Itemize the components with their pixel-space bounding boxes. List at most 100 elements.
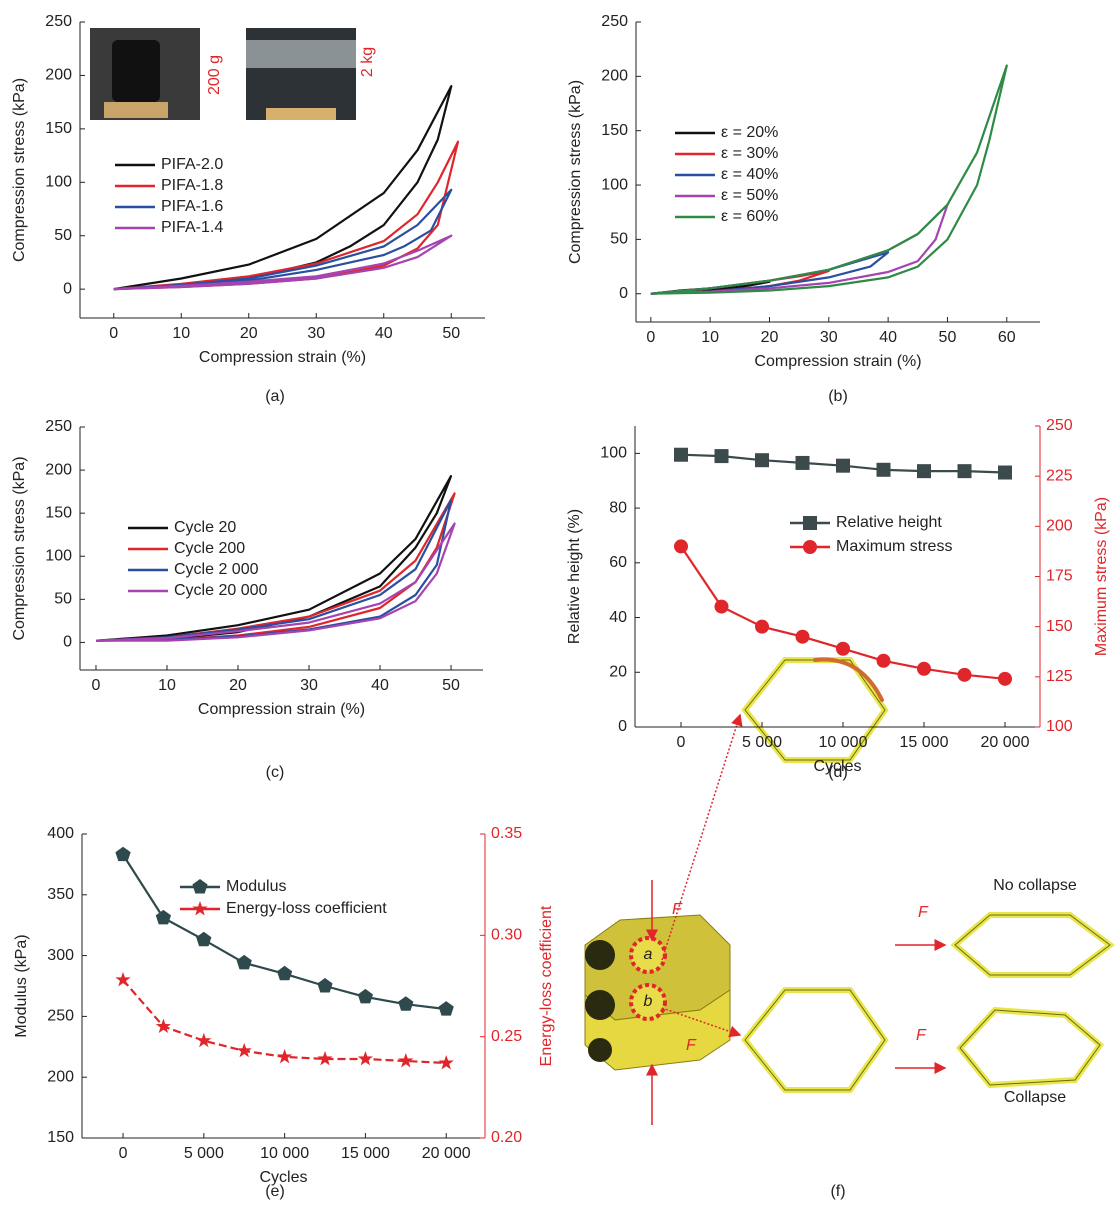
cell-label: b: [644, 993, 653, 1010]
marker: [237, 1043, 252, 1057]
inset-sample: [104, 102, 168, 118]
y-tick-label: 100: [45, 174, 72, 191]
y-tick-label: 60: [609, 554, 627, 571]
caption: (b): [828, 388, 848, 405]
x-tick-label: 20: [229, 677, 247, 694]
marker: [998, 466, 1012, 480]
marker: [755, 453, 769, 467]
y-tick-label: 80: [609, 499, 627, 516]
x-tick-label: 40: [375, 325, 393, 342]
x-tick-label: 20: [761, 329, 779, 346]
x-tick-label: 50: [442, 325, 460, 342]
legend-label: PIFA-1.6: [161, 198, 223, 215]
y-axis-label: Compression stress (kPa): [11, 78, 28, 262]
y-tick-label: 50: [54, 227, 72, 244]
y2-tick-label: 100: [1046, 718, 1073, 735]
x-axis-label: Compression strain (%): [754, 353, 921, 370]
x-tick-label: 0: [109, 325, 118, 342]
y2-tick-label: 200: [1046, 518, 1073, 535]
x-tick-label: 50: [939, 329, 957, 346]
caption: (d): [828, 764, 848, 781]
legend-label: ε = 50%: [721, 187, 778, 204]
y-axis-label: Relative height (%): [566, 509, 583, 644]
x-tick-label: 60: [998, 329, 1016, 346]
marker: [998, 672, 1012, 686]
marker: [192, 879, 207, 894]
marker: [358, 1051, 373, 1065]
marker: [358, 989, 373, 1004]
marker: [836, 642, 850, 656]
x-tick-label: 20 000: [422, 1145, 471, 1162]
inset-weight: [112, 40, 160, 102]
marker: [715, 600, 729, 614]
marker: [803, 516, 817, 530]
caption: (f): [830, 1183, 845, 1200]
y-tick-label: 100: [45, 547, 72, 564]
marker: [917, 464, 931, 478]
x-tick-label: 0: [646, 329, 655, 346]
marker: [115, 847, 130, 861]
y-tick-label: 0: [618, 718, 627, 735]
y-tick-label: 150: [47, 1129, 74, 1146]
legend-label: Modulus: [226, 878, 286, 895]
x-tick-label: 20: [240, 325, 258, 342]
marker: [958, 464, 972, 478]
caption: (a): [265, 388, 285, 405]
y-tick-label: 250: [45, 13, 72, 30]
figure: F F F F a b No collapse Collapse (f) 010…: [0, 0, 1115, 1221]
x-tick-label: 50: [442, 677, 460, 694]
marker: [237, 955, 252, 970]
y2-axis-label: Energy-loss coefficient: [538, 905, 555, 1066]
force-label: F: [686, 1037, 697, 1054]
y-tick-label: 0: [63, 280, 72, 297]
caption: (c): [266, 764, 285, 781]
y2-axis-label: Maximum stress (kPa): [1093, 497, 1110, 656]
x-tick-label: 0: [119, 1145, 128, 1162]
x-tick-label: 5 000: [742, 734, 782, 751]
y-tick-label: 200: [601, 68, 628, 85]
x-tick-label: 30: [300, 677, 318, 694]
x-tick-label: 40: [879, 329, 897, 346]
marker: [803, 540, 817, 554]
x-tick-label: 10: [158, 677, 176, 694]
legend-label: PIFA-1.4: [161, 219, 223, 236]
annotation: 200 g: [206, 55, 223, 95]
legend-label: PIFA-1.8: [161, 177, 223, 194]
legend-label: ε = 60%: [721, 208, 778, 225]
y2-tick-label: 150: [1046, 618, 1073, 635]
series-line: [651, 66, 1007, 294]
y-tick-label: 250: [601, 13, 628, 30]
x-tick-label: 0: [677, 734, 686, 751]
legend-label: Energy-loss coefficient: [226, 900, 387, 917]
marker: [398, 996, 413, 1011]
force-label: F: [918, 904, 929, 921]
legend-label: Relative height: [836, 514, 942, 531]
x-tick-label: 40: [371, 677, 389, 694]
y2-tick-label: 0.25: [491, 1028, 522, 1045]
force-label: F: [916, 1027, 927, 1044]
y-tick-label: 50: [610, 231, 628, 248]
marker: [877, 654, 891, 668]
y2-tick-label: 0.20: [491, 1129, 522, 1146]
force-label: F: [672, 901, 683, 918]
outcome-label: Collapse: [1004, 1089, 1066, 1106]
y-tick-label: 200: [47, 1068, 74, 1085]
y-axis-label: Compression stress (kPa): [11, 456, 28, 640]
marker: [877, 463, 891, 477]
x-tick-label: 30: [307, 325, 325, 342]
y-tick-label: 350: [47, 886, 74, 903]
x-tick-label: 10: [701, 329, 719, 346]
legend-label: Cycle 2 000: [174, 561, 259, 578]
y-tick-label: 150: [45, 504, 72, 521]
y-tick-label: 100: [601, 176, 628, 193]
legend-label: PIFA-2.0: [161, 156, 223, 173]
series-line: [96, 493, 455, 640]
x-tick-label: 15 000: [341, 1145, 390, 1162]
y-tick-label: 200: [45, 67, 72, 84]
marker: [796, 456, 810, 470]
marker: [755, 620, 769, 634]
x-tick-label: 5 000: [184, 1145, 224, 1162]
inset-sample: [266, 108, 336, 120]
marker: [439, 1001, 454, 1016]
marker: [277, 966, 292, 981]
